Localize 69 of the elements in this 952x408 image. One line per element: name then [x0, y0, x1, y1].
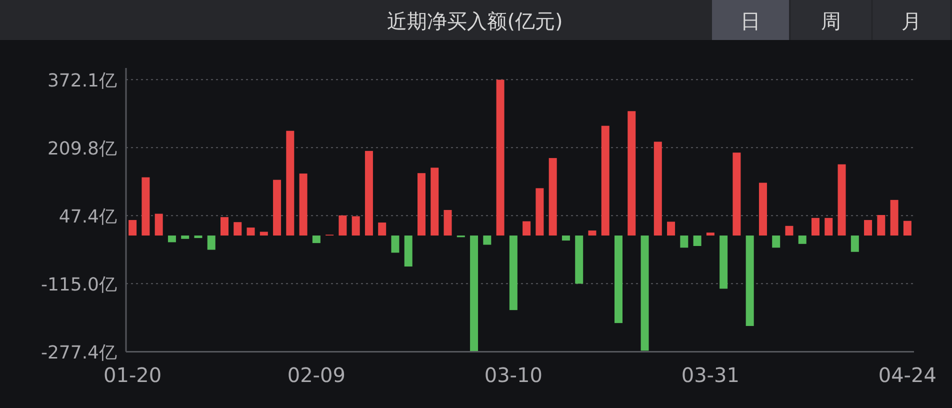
bar [601, 126, 610, 236]
bar [614, 236, 622, 324]
y-tick-label: -277.4亿 [40, 342, 117, 364]
bar [181, 236, 190, 239]
bar [890, 200, 898, 236]
y-tick-label: -115.0亿 [40, 274, 117, 296]
bar [850, 236, 859, 252]
bar [824, 218, 833, 236]
bar [720, 236, 728, 289]
bar [391, 236, 400, 253]
bar [640, 236, 649, 351]
bar [378, 222, 386, 236]
bar [785, 226, 794, 236]
bar [732, 152, 741, 236]
bar [536, 188, 544, 236]
bar [496, 80, 504, 236]
bar [364, 150, 373, 236]
bar [575, 236, 584, 284]
bar [654, 142, 662, 236]
x-tick-label: 03-10 [484, 363, 542, 387]
bar [693, 236, 702, 246]
bar [273, 180, 282, 236]
bar [864, 220, 872, 236]
bar [338, 215, 347, 236]
bar [706, 232, 714, 236]
bar [470, 236, 478, 352]
bar [772, 236, 780, 248]
bar [154, 214, 163, 236]
bar [194, 236, 202, 238]
bar [522, 221, 531, 236]
bar [509, 236, 518, 310]
chart-title: 近期净买入额(亿元) [387, 9, 563, 33]
bar [667, 222, 676, 236]
bar [588, 230, 596, 236]
x-tick-label: 03-31 [681, 363, 740, 387]
x-tick-label: 01-20 [104, 363, 162, 387]
bar [877, 215, 886, 236]
bar [798, 236, 806, 244]
bar [812, 218, 820, 236]
bar [418, 173, 426, 236]
y-tick-label: 47.4亿 [58, 206, 117, 228]
bar [128, 220, 137, 236]
bar [430, 168, 439, 236]
bar [758, 182, 767, 236]
bar [548, 158, 557, 236]
bar [628, 111, 636, 236]
bar [838, 164, 846, 236]
bar [903, 220, 912, 236]
bar [260, 232, 268, 236]
bar [483, 236, 492, 245]
bar [220, 217, 228, 236]
y-tick-label: 209.8亿 [47, 138, 117, 160]
bar [299, 174, 308, 236]
bar [207, 236, 216, 250]
bar [680, 236, 688, 248]
bar [444, 210, 452, 236]
bar [246, 228, 255, 236]
x-tick-label: 02-09 [287, 363, 346, 387]
x-tick-label: 04-24 [878, 363, 936, 387]
bar [746, 236, 754, 326]
bar [286, 130, 294, 236]
bar [562, 236, 570, 241]
bar [312, 236, 320, 244]
bar [168, 236, 176, 242]
y-tick-label: 372.1亿 [47, 70, 117, 92]
bar [352, 216, 360, 236]
bar [142, 177, 150, 236]
bar [234, 222, 242, 236]
bar [404, 236, 412, 267]
